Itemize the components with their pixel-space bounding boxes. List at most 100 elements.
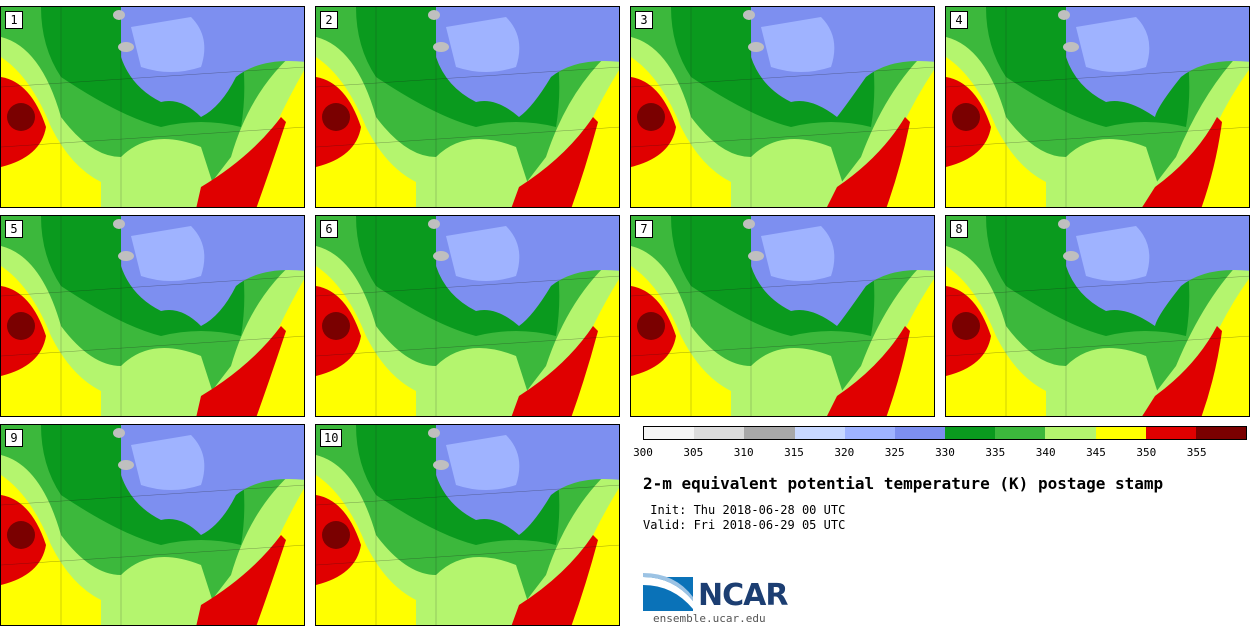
state-boundaries (631, 7, 934, 207)
init-time: Init: Thu 2018-06-28 00 UTC (643, 503, 846, 517)
field-320 (1076, 226, 1150, 281)
great-lake (748, 42, 764, 52)
great-lake (113, 10, 125, 20)
member-label: 9 (5, 429, 23, 447)
colorbar-segment (694, 427, 745, 439)
field-350-east (196, 117, 286, 207)
great-lake (113, 428, 125, 438)
ensemble-member-panel-9[interactable]: 9 (0, 424, 305, 626)
field-355-west (322, 103, 350, 131)
field-350-east (1142, 117, 1222, 207)
field-355-west (7, 521, 35, 549)
colorbar-tick-label: 340 (1035, 446, 1056, 459)
great-lake (428, 10, 440, 20)
member-label: 4 (950, 11, 968, 29)
map-graphic (946, 216, 1249, 416)
colorbar-segment (1045, 427, 1096, 439)
colorbar-segment (1095, 427, 1146, 439)
colorbar-tick-label: 345 (1086, 446, 1106, 459)
ensemble-member-panel-1[interactable]: 1 (0, 6, 305, 208)
great-lake (118, 251, 134, 261)
colorbar-tick-label: 335 (985, 446, 1006, 459)
ensemble-member-panel-3[interactable]: 3 (630, 6, 935, 208)
website-link[interactable]: ensemble.ucar.edu (653, 612, 766, 625)
great-lake (118, 42, 134, 52)
ensemble-member-panel-7[interactable]: 7 (630, 215, 935, 417)
great-lake (433, 460, 449, 470)
state-boundaries (631, 216, 934, 416)
colorbar-segment (794, 427, 845, 439)
great-lake (1058, 10, 1070, 20)
ensemble-member-panel-10[interactable]: 10 (315, 424, 620, 626)
field-320 (131, 17, 205, 72)
field-350-east (196, 326, 286, 416)
colorbar-segment (995, 427, 1046, 439)
field-320 (446, 226, 520, 281)
ensemble-member-panel-5[interactable]: 5 (0, 215, 305, 417)
map-graphic (1, 7, 304, 207)
ensemble-member-panel-2[interactable]: 2 (315, 6, 620, 208)
member-label: 5 (5, 220, 23, 238)
great-lake (743, 10, 755, 20)
field-320 (131, 435, 205, 490)
map-graphic (631, 7, 934, 207)
map-graphic (316, 425, 619, 625)
ncar-wordmark: NCAR (698, 578, 788, 613)
map-graphic (946, 7, 1249, 207)
map-graphic (316, 7, 619, 207)
state-boundaries (316, 425, 619, 625)
field-320 (446, 435, 520, 490)
state-boundaries (1, 425, 304, 625)
state-boundaries (1, 7, 304, 207)
colorbar-tick-label: 330 (935, 446, 955, 459)
valid-time: Valid: Fri 2018-06-29 05 UTC (643, 518, 846, 532)
field-355-west (7, 103, 35, 131)
field-350-east (511, 326, 598, 416)
field-355-west (322, 521, 350, 549)
member-label: 3 (635, 11, 653, 29)
field-355-west (952, 103, 980, 131)
colorbar-tick-label: 305 (683, 446, 704, 459)
field-320 (761, 226, 835, 281)
member-label: 8 (950, 220, 968, 238)
map-graphic (316, 216, 619, 416)
great-lake (428, 428, 440, 438)
great-lake (118, 460, 134, 470)
field-355-west (637, 103, 665, 131)
member-label: 1 (5, 11, 23, 29)
state-boundaries (946, 7, 1249, 207)
colorbar-segment (744, 427, 795, 439)
field-350-east (827, 326, 910, 416)
colorbar-tick-label: 355 (1186, 446, 1207, 459)
field-350-east (196, 535, 286, 625)
member-label: 10 (320, 429, 343, 447)
colorbar-tick-label: 320 (834, 446, 855, 459)
colorbar-segment (894, 427, 946, 439)
field-350-east (511, 117, 598, 207)
map-graphic (631, 216, 934, 416)
field-320 (761, 17, 835, 72)
colorbar-tick-label: 325 (884, 446, 905, 459)
colorbar (643, 426, 1247, 440)
field-355-west (952, 312, 980, 340)
great-lake (743, 219, 755, 229)
state-boundaries (946, 216, 1249, 416)
great-lake (1063, 42, 1079, 52)
great-lake (428, 219, 440, 229)
colorbar-tick-label: 300 (633, 446, 653, 459)
field-350-east (511, 535, 598, 625)
field-320 (1076, 17, 1150, 72)
field-350-east (1142, 326, 1222, 416)
ensemble-member-panel-6[interactable]: 6 (315, 215, 620, 417)
field-355-west (322, 312, 350, 340)
ncar-logo-icon (643, 573, 693, 611)
state-boundaries (1, 216, 304, 416)
colorbar-tick-label: 350 (1136, 446, 1157, 459)
great-lake (1058, 219, 1070, 229)
great-lake (748, 251, 764, 261)
ensemble-member-panel-8[interactable]: 8 (945, 215, 1250, 417)
map-graphic (1, 216, 304, 416)
field-320 (446, 17, 520, 72)
ensemble-member-panel-4[interactable]: 4 (945, 6, 1250, 208)
state-boundaries (316, 7, 619, 207)
